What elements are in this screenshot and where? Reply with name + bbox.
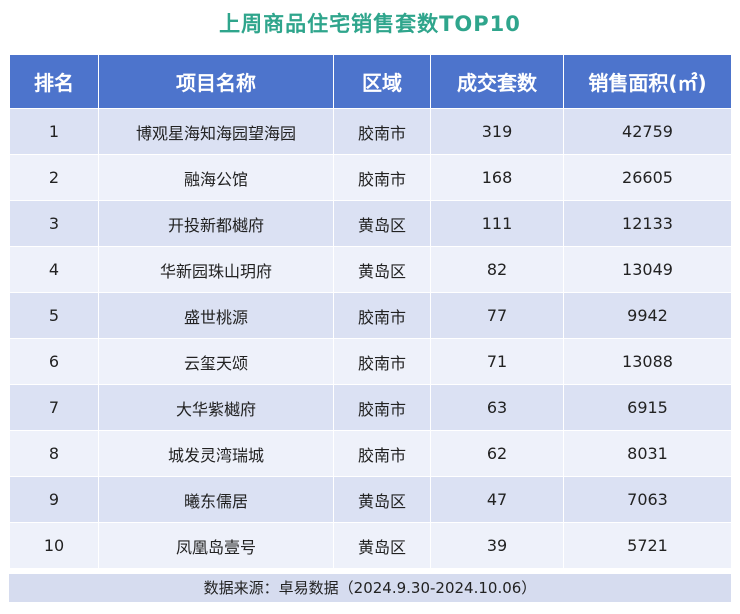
cell-sales-area: 6915 xyxy=(563,384,732,431)
cell-project-name: 开投新都樾府 xyxy=(98,200,334,247)
cell-rank: 7 xyxy=(9,384,99,431)
cell-sales-area: 13049 xyxy=(563,246,732,293)
cell-project-name: 曦东儒居 xyxy=(98,476,334,523)
table-row: 8 城发灵湾瑞城 胶南市 62 8031 xyxy=(9,430,732,477)
cell-rank: 4 xyxy=(9,246,99,293)
cell-sales-area: 5721 xyxy=(563,522,732,569)
table-row: 9 曦东儒居 黄岛区 47 7063 xyxy=(9,476,732,523)
cell-district: 黄岛区 xyxy=(333,476,431,523)
cell-project-name: 融海公馆 xyxy=(98,154,334,201)
header-units-sold: 成交套数 xyxy=(430,54,564,109)
header-district: 区域 xyxy=(333,54,431,109)
cell-sales-area: 8031 xyxy=(563,430,732,477)
cell-rank: 6 xyxy=(9,338,99,385)
table-row: 6 云玺天颂 胶南市 71 13088 xyxy=(9,338,732,385)
cell-district: 黄岛区 xyxy=(333,200,431,247)
cell-sales-area: 9942 xyxy=(563,292,732,339)
cell-units-sold: 319 xyxy=(430,108,564,155)
cell-project-name: 大华紫樾府 xyxy=(98,384,334,431)
cell-district: 胶南市 xyxy=(333,154,431,201)
cell-sales-area: 42759 xyxy=(563,108,732,155)
table-row: 2 融海公馆 胶南市 168 26605 xyxy=(9,154,732,201)
cell-project-name: 博观星海知海园望海园 xyxy=(98,108,334,155)
cell-rank: 9 xyxy=(9,476,99,523)
cell-rank: 2 xyxy=(9,154,99,201)
cell-rank: 1 xyxy=(9,108,99,155)
table-row: 1 博观星海知海园望海园 胶南市 319 42759 xyxy=(9,108,732,155)
cell-sales-area: 13088 xyxy=(563,338,732,385)
table-row: 3 开投新都樾府 黄岛区 111 12133 xyxy=(9,200,732,247)
cell-units-sold: 39 xyxy=(430,522,564,569)
cell-district: 胶南市 xyxy=(333,292,431,339)
cell-units-sold: 63 xyxy=(430,384,564,431)
table-row: 5 盛世桃源 胶南市 77 9942 xyxy=(9,292,732,339)
cell-units-sold: 168 xyxy=(430,154,564,201)
header-rank: 排名 xyxy=(9,54,99,109)
cell-rank: 10 xyxy=(9,522,99,569)
page-title: 上周商品住宅销售套数TOP10 xyxy=(219,12,521,36)
cell-district: 胶南市 xyxy=(333,108,431,155)
cell-sales-area: 12133 xyxy=(563,200,732,247)
cell-district: 黄岛区 xyxy=(333,246,431,293)
cell-units-sold: 62 xyxy=(430,430,564,477)
cell-rank: 3 xyxy=(9,200,99,247)
cell-rank: 5 xyxy=(9,292,99,339)
cell-units-sold: 71 xyxy=(430,338,564,385)
cell-project-name: 盛世桃源 xyxy=(98,292,334,339)
cell-units-sold: 77 xyxy=(430,292,564,339)
table-header-row: 排名 项目名称 区域 成交套数 销售面积(㎡) xyxy=(9,54,732,109)
table-row: 10 凤凰岛壹号 黄岛区 39 5721 xyxy=(9,522,732,569)
header-sales-area: 销售面积(㎡) xyxy=(563,54,732,109)
cell-units-sold: 111 xyxy=(430,200,564,247)
table-row: 4 华新园珠山玥府 黄岛区 82 13049 xyxy=(9,246,732,293)
cell-district: 胶南市 xyxy=(333,430,431,477)
cell-units-sold: 82 xyxy=(430,246,564,293)
data-source-note: 数据来源：卓易数据（2024.9.30-2024.10.06） xyxy=(9,574,731,602)
cell-sales-area: 26605 xyxy=(563,154,732,201)
cell-district: 胶南市 xyxy=(333,384,431,431)
cell-district: 胶南市 xyxy=(333,338,431,385)
header-project-name: 项目名称 xyxy=(98,54,334,109)
cell-project-name: 城发灵湾瑞城 xyxy=(98,430,334,477)
table-row: 7 大华紫樾府 胶南市 63 6915 xyxy=(9,384,732,431)
cell-rank: 8 xyxy=(9,430,99,477)
cell-sales-area: 7063 xyxy=(563,476,732,523)
cell-units-sold: 47 xyxy=(430,476,564,523)
cell-district: 黄岛区 xyxy=(333,522,431,569)
sales-table: 排名 项目名称 区域 成交套数 销售面积(㎡) 1 博观星海知海园望海园 胶南市… xyxy=(9,54,732,569)
cell-project-name: 华新园珠山玥府 xyxy=(98,246,334,293)
cell-project-name: 凤凰岛壹号 xyxy=(98,522,334,569)
cell-project-name: 云玺天颂 xyxy=(98,338,334,385)
